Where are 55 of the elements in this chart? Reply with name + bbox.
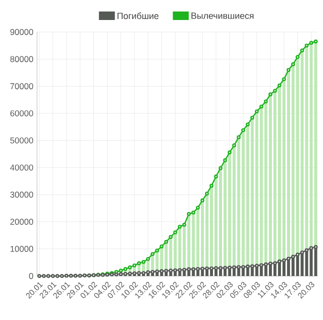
point	[182, 222, 186, 227]
point	[137, 261, 141, 266]
point	[214, 174, 218, 178]
point	[309, 40, 314, 45]
point	[160, 244, 164, 248]
y-tick-label: 20000	[10, 218, 34, 225]
point	[286, 68, 290, 72]
point	[268, 92, 272, 96]
point	[241, 128, 246, 132]
point	[186, 212, 191, 216]
point	[228, 150, 232, 154]
point	[300, 48, 304, 52]
y-tick-label: 30000	[10, 192, 34, 198]
point	[264, 99, 268, 104]
point	[210, 184, 214, 188]
point	[146, 256, 150, 261]
point	[155, 248, 160, 252]
y-tick-label: 10000	[10, 246, 34, 252]
point	[291, 62, 296, 66]
point	[232, 143, 236, 148]
point	[132, 263, 136, 268]
y-tick-label: 50000	[10, 137, 34, 144]
point	[314, 40, 318, 44]
point	[196, 206, 200, 210]
point	[142, 260, 146, 264]
point	[218, 166, 222, 170]
point	[304, 44, 309, 48]
point	[128, 265, 132, 270]
point	[173, 230, 178, 234]
point	[123, 267, 128, 271]
point	[236, 135, 241, 140]
y-tick-label: 0	[29, 273, 34, 279]
point	[200, 198, 204, 202]
point	[168, 235, 173, 239]
point	[150, 252, 155, 256]
point	[250, 116, 254, 120]
point	[278, 83, 282, 88]
y-tick-label: 40000	[10, 164, 34, 171]
y-tick-label: 80000	[10, 56, 34, 62]
legend-label: Вылечившиеся	[192, 12, 254, 19]
point	[191, 210, 196, 215]
point	[272, 88, 277, 93]
point	[164, 240, 168, 244]
point	[205, 192, 209, 196]
point	[259, 104, 264, 109]
point	[246, 122, 250, 126]
point	[223, 158, 228, 162]
point	[178, 224, 182, 229]
point	[296, 54, 300, 59]
point	[282, 77, 286, 82]
y-tick-label: 70000	[10, 83, 34, 90]
y-tick-label: 90000	[10, 29, 34, 35]
point	[254, 109, 259, 114]
legend-label: Погибшие	[118, 12, 159, 20]
y-tick-label: 60000	[10, 110, 34, 116]
